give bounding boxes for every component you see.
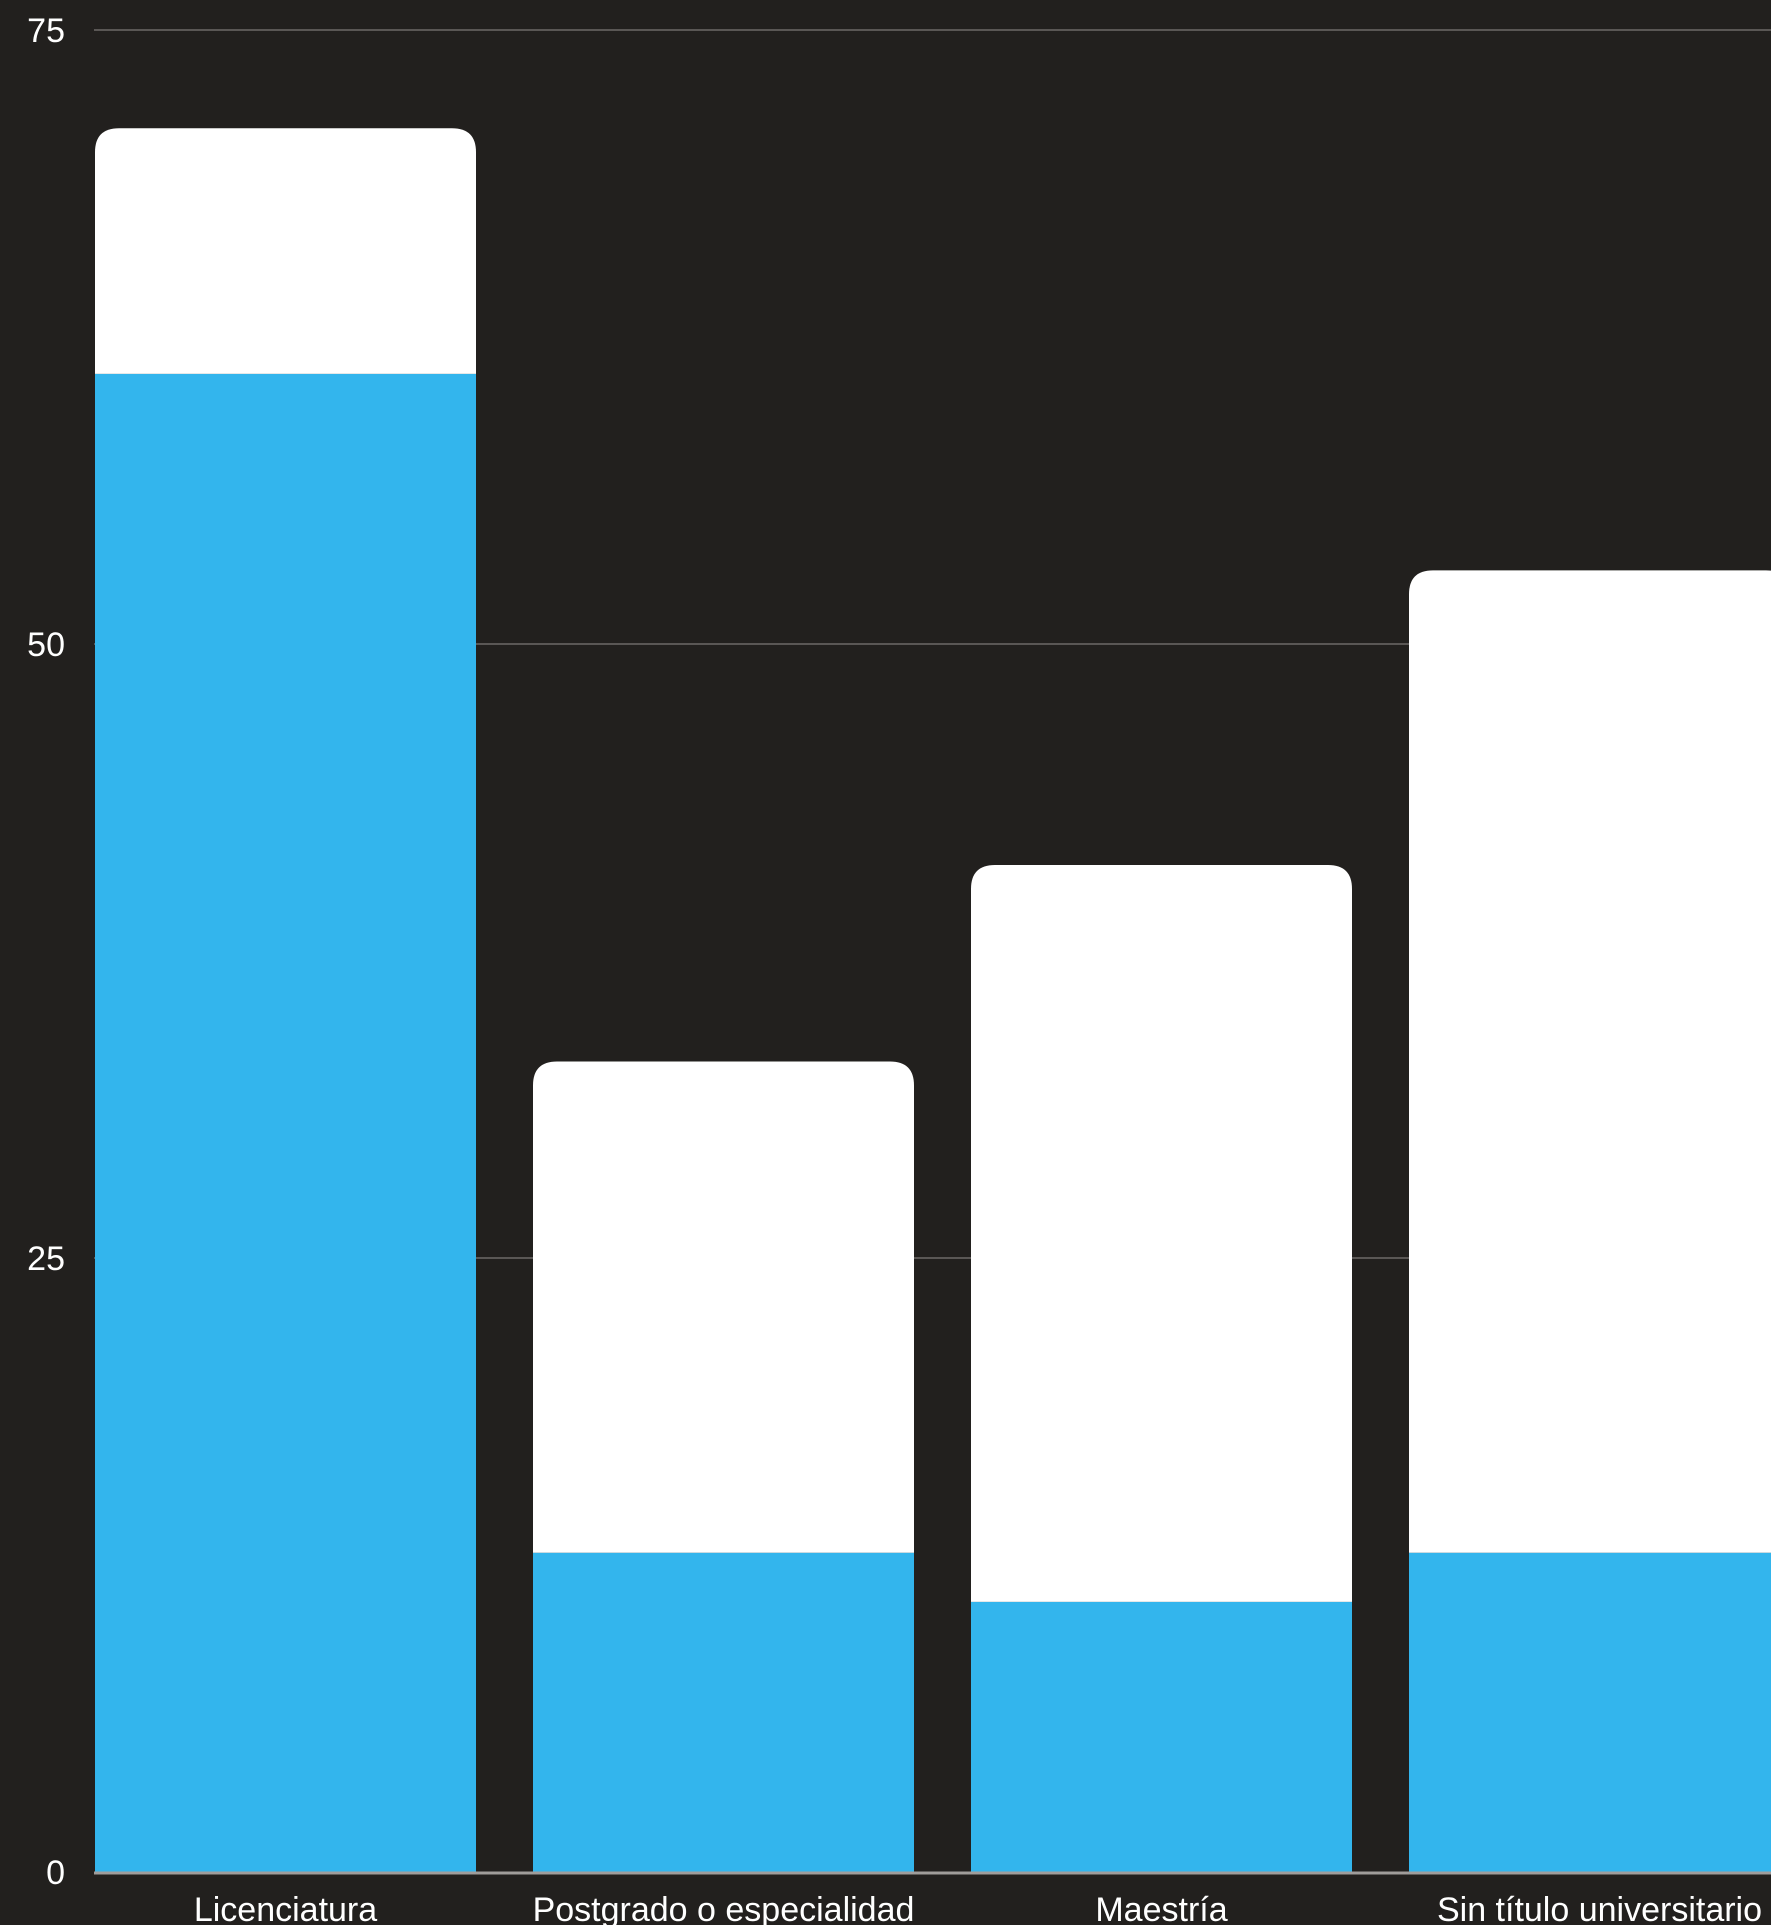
bar-segment-top [1409,570,1771,1553]
bar-segment-base [95,373,476,1873]
bar-segment-base [971,1601,1352,1872]
x-category-label: Postgrado o especialidad [533,1891,915,1925]
x-category-label: Sin título universitario [1437,1891,1762,1925]
x-category-label: Maestría [1095,1891,1227,1925]
category-labels: Licenciatura Postgrado o especialidad Maes… [194,1891,1762,1925]
y-tick-label: 25 [27,1240,65,1278]
bar-segment-base [533,1552,914,1872]
bar-segment-top [95,128,476,374]
x-category-label: Licenciatura [194,1891,377,1925]
bar-segment-top [533,1061,914,1553]
y-tick-label: 0 [46,1854,65,1892]
y-tick-label: 50 [27,626,65,664]
bars [95,128,1771,1873]
bar-segment-base [1409,1552,1771,1872]
bar-segment-top [971,865,1352,1602]
y-tick-label: 75 [27,12,65,50]
y-tick-labels: 0 25 50 75 [27,12,65,1892]
